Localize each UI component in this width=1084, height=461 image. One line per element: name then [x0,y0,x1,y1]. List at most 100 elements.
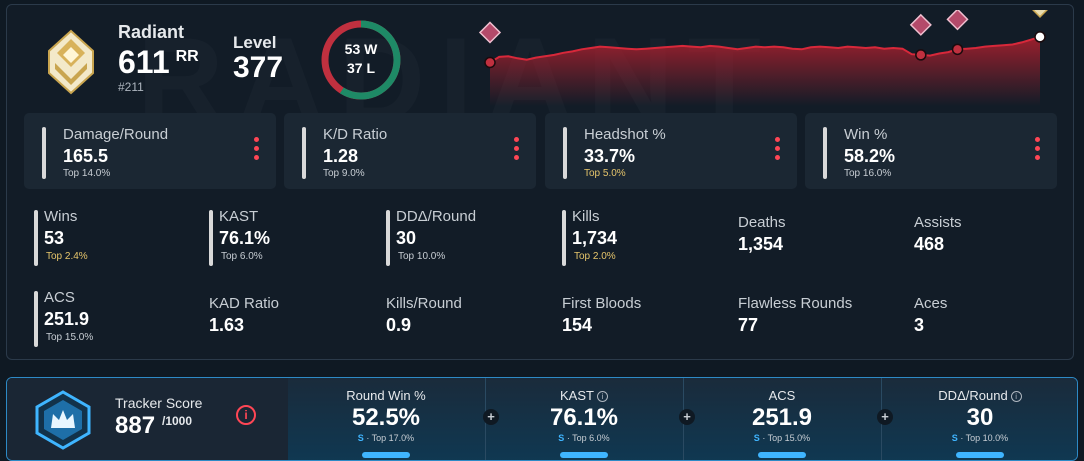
rr-history-line [489,35,1041,64]
stat-value: 3 [914,315,925,335]
stat-accent [386,210,390,266]
stat-card-accent [302,127,306,179]
stat-card-percentile: Top 16.0% [844,168,892,179]
stat-card-value: 1.28 [323,146,359,166]
stat-label: DDΔ/Round [396,208,477,225]
stat-card-percentile: Top 9.0% [323,168,365,179]
stat-card-label: Headshot % [584,126,666,143]
stat-percentile: Top 2.0% [574,251,616,262]
stat-card-accent [823,127,827,179]
rr-history-chart[interactable] [470,10,1070,116]
win-loss-text: 53 W 37 L [320,40,402,78]
immortal-rank-badge-icon [946,10,969,31]
stat-card-win-pct[interactable]: Win % 58.2% Top 16.0% [805,113,1057,189]
plus-icon: + [679,409,695,425]
stat-value: 76.1% [219,228,271,248]
stat-card-accent [563,127,567,179]
stat-card-label: Win % [844,126,888,143]
tracker-score-label: Tracker Score [115,395,203,411]
tracker-col-indicator [956,452,1004,458]
immortal-rank-badge-icon [909,13,932,36]
tracker-score-icon [35,390,91,450]
tracker-col-indicator [560,452,608,458]
tracker-col-percentile: S · Top 17.0% [288,433,484,443]
stat-label: Deaths [738,214,786,231]
percentile-text: · Top 10.0% [957,433,1009,443]
stat-label: First Bloods [562,295,642,312]
stat-value: 154 [562,315,593,335]
stat-card-kd-ratio[interactable]: K/D Ratio 1.28 Top 9.0% [284,113,536,189]
rank-change-markers [478,10,1048,69]
tracker-col-indicator [758,452,806,458]
rr-unit: RR [175,48,199,65]
stat-percentile: Top 10.0% [398,251,446,262]
tracker-col-label: ACS [768,388,796,403]
stat-label: Flawless Rounds [738,295,853,312]
stat-value: 53 [44,228,65,248]
stat-card-percentile: Top 5.0% [584,168,626,179]
stat-card-value: 58.2% [844,146,896,166]
plus-icon: + [877,409,893,425]
stat-percentile: Top 2.4% [46,251,88,262]
stat-card-percentile: Top 14.0% [63,168,111,179]
more-options-icon[interactable] [775,137,781,160]
stat-percentile: Top 6.0% [221,251,263,262]
stat-card-label: K/D Ratio [323,126,388,143]
tracker-score-summary: Tracker Score 887 /1000 i [7,378,287,460]
stat-label: Kills/Round [386,295,462,312]
wins-count: 53 W [344,41,378,57]
tracker-score-value: 887 [115,412,156,439]
tracker-col-dd-delta[interactable]: DDΔ/Round i 30 S · Top 10.0% [882,378,1077,460]
win-arc [321,20,401,100]
info-icon[interactable]: i [596,391,608,402]
tracker-col-round-win[interactable]: Round Win % 52.5% S · Top 17.0% [288,378,484,460]
tracker-score-panel: Tracker Score 887 /1000 i Round Win % 52… [6,377,1078,461]
stat-card-headshot[interactable]: Headshot % 33.7% Top 5.0% [545,113,797,189]
losses-count: 37 L [346,60,375,76]
leaderboard-position: #211 [118,80,144,94]
stat-value: 30 [396,228,417,248]
rank-name: Radiant [118,22,185,42]
tracker-col-kast[interactable]: KAST i 76.1% S · Top 6.0% [486,378,682,460]
rank-change-point [1034,31,1046,43]
stat-value: 1,734 [572,228,618,248]
stat-label: Kills [572,208,600,225]
stat-card-label: Damage/Round [63,126,169,143]
stat-label: Aces [914,295,948,312]
tracker-col-label: KAST i [486,388,682,403]
rank-change-point [484,56,496,69]
stat-label: Wins [44,208,78,225]
grade-badge: S [951,433,958,443]
more-options-icon[interactable] [254,137,260,160]
stat-value: 1,354 [738,234,784,254]
tracker-col-percentile: S · Top 6.0% [486,433,682,443]
grade-badge: S [753,433,760,443]
more-options-icon[interactable] [1035,137,1041,160]
radiant-rank-icon [48,29,94,95]
tracker-col-percentile: S · Top 10.0% [882,433,1077,443]
info-icon[interactable]: i [236,405,256,425]
rr-history-area [490,36,1040,106]
tracker-col-indicator [362,452,410,458]
stat-card-damage-round[interactable]: Damage/Round 165.5 Top 14.0% [24,113,276,189]
stat-value: 468 [914,234,945,254]
grade-badge: S [357,433,364,443]
win-loss-donut [321,20,401,100]
stat-label: Assists [914,214,962,231]
stat-accent [34,210,38,266]
tracker-col-label-text: KAST [560,388,594,403]
stat-card-value: 165.5 [63,146,109,166]
stat-value: 251.9 [44,309,90,329]
immortal-rank-badge-icon [478,21,502,44]
tracker-col-value: 251.9 [751,404,813,431]
rank-rating: 611 RR [118,44,199,81]
tracker-col-acs[interactable]: ACS 251.9 S · Top 15.0% [684,378,880,460]
stat-accent [209,210,213,266]
stat-accent [34,291,38,347]
stat-label: KAST [219,208,259,225]
stat-value: 77 [738,315,759,335]
radiant-rank-badge-icon [1032,10,1048,18]
info-icon[interactable]: i [1010,391,1022,402]
stat-value: 0.9 [386,315,412,335]
more-options-icon[interactable] [514,137,520,160]
